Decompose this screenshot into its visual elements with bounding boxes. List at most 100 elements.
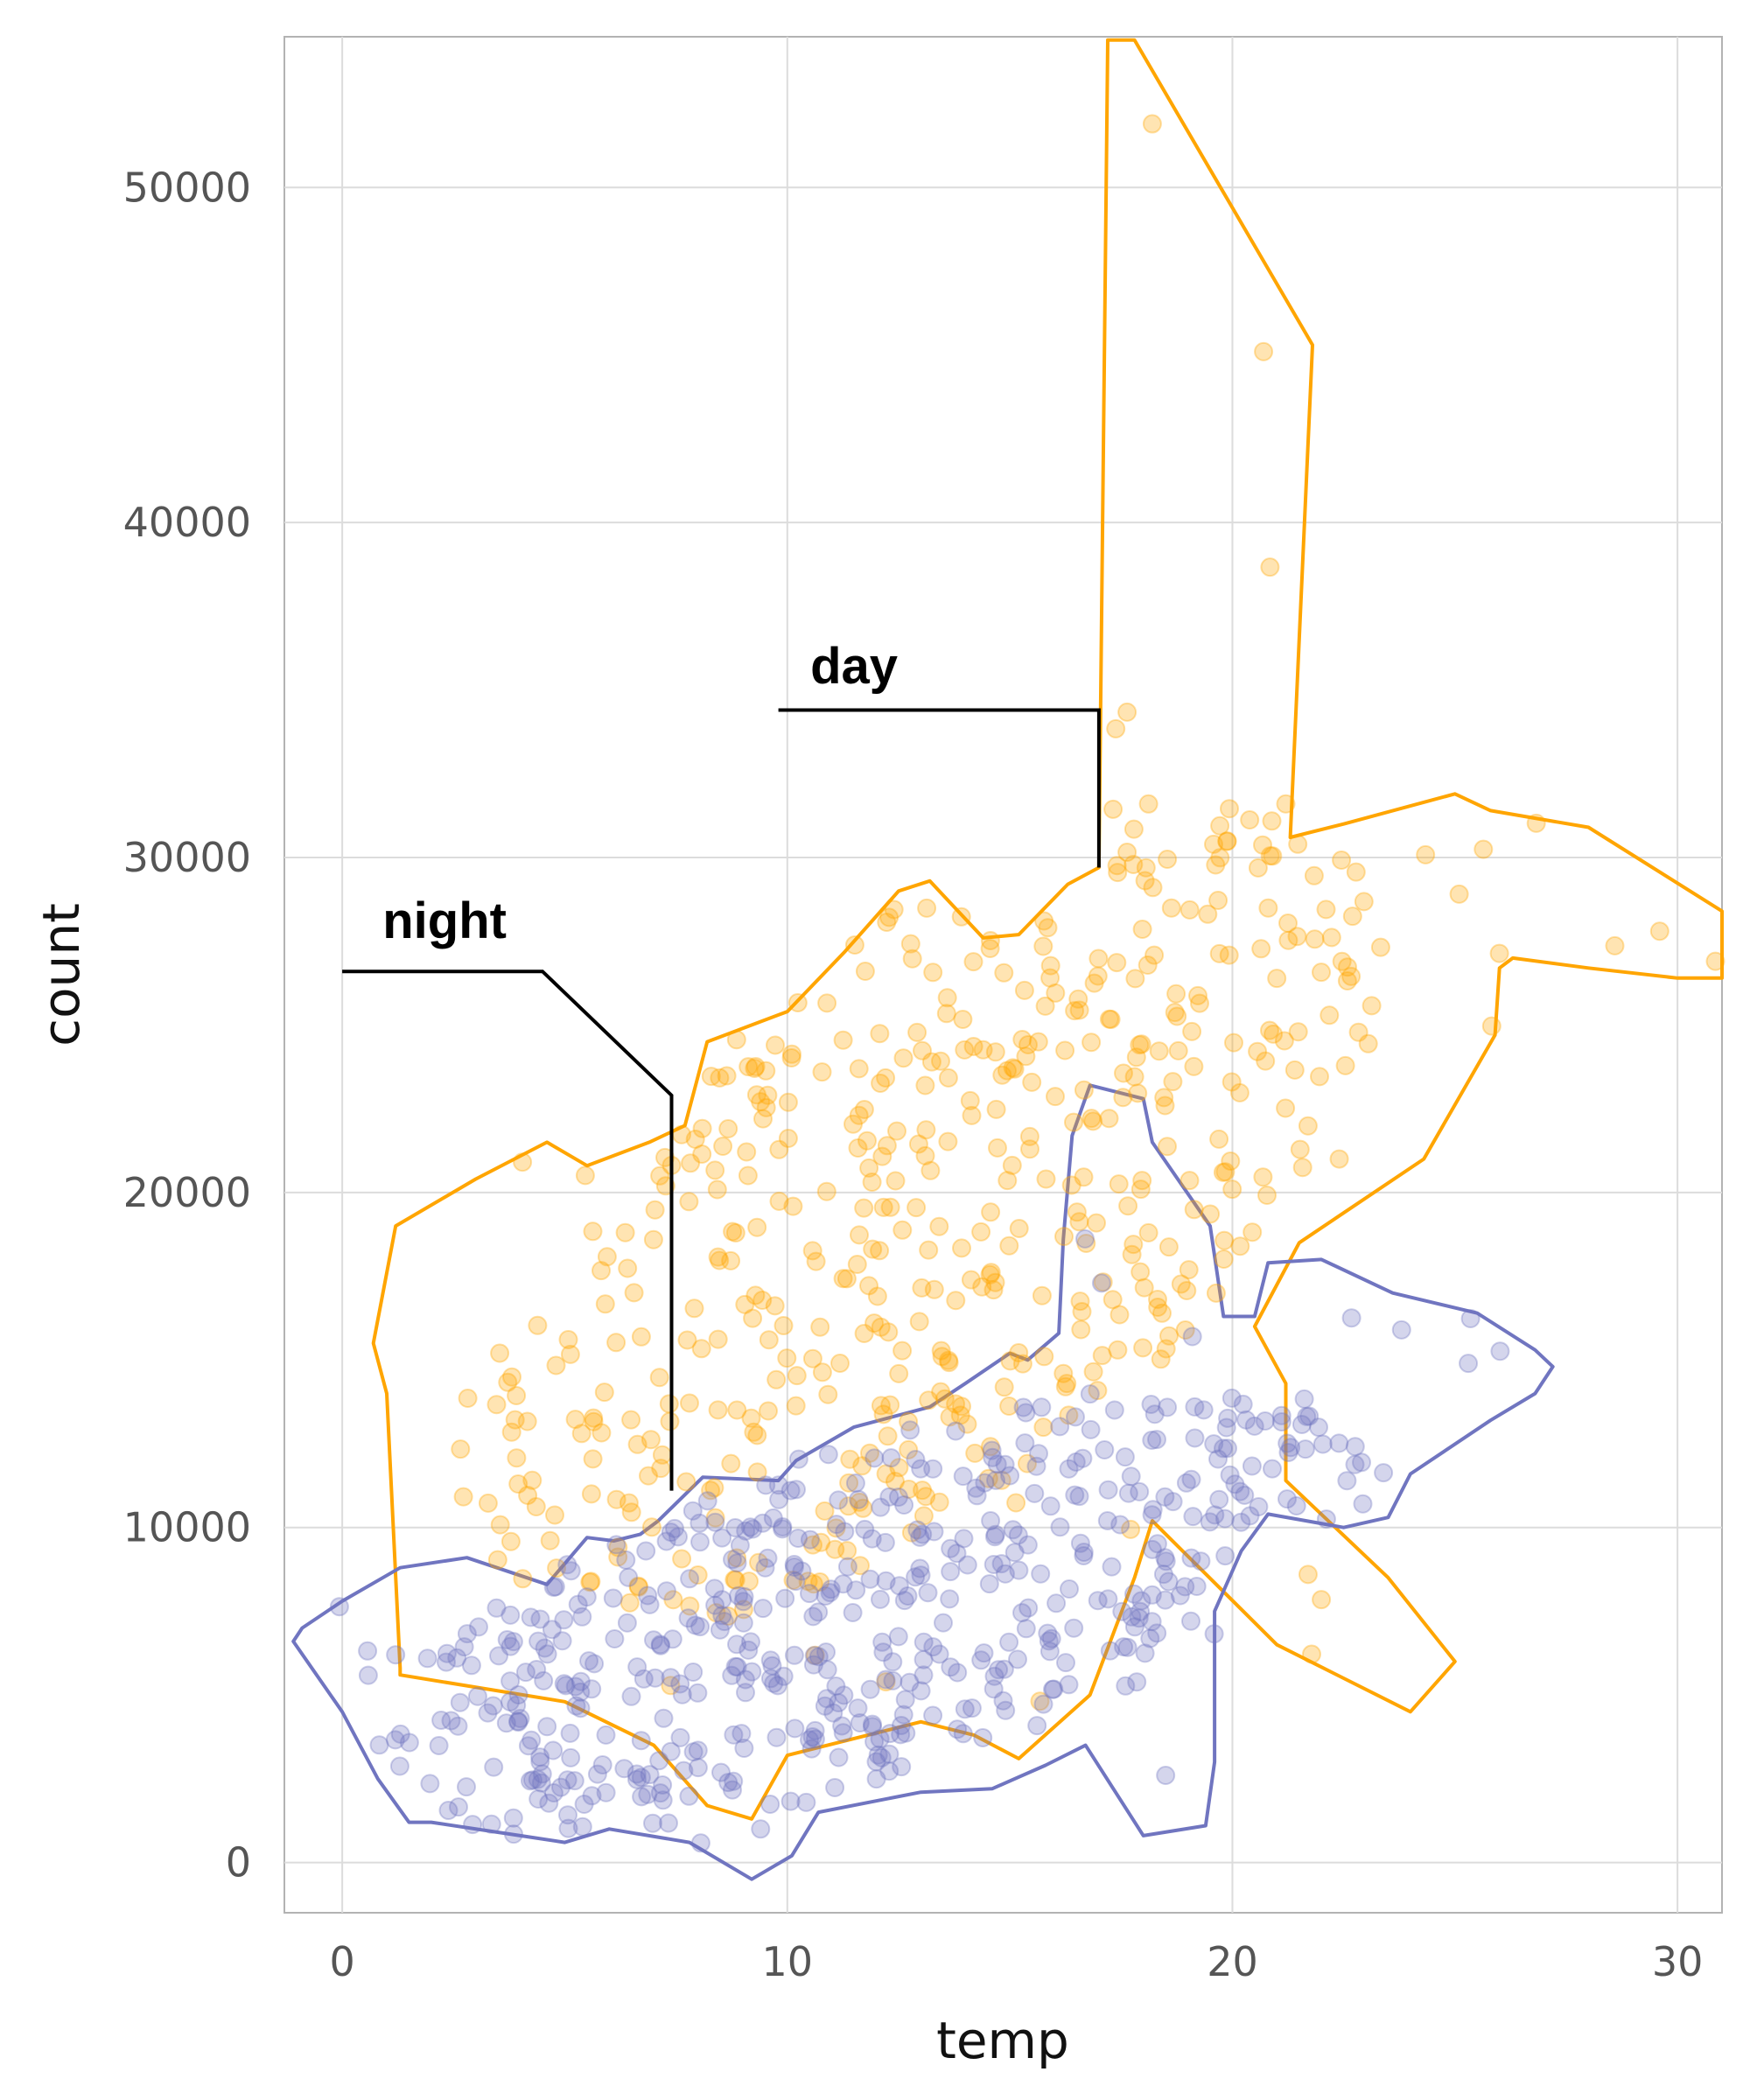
day-point xyxy=(1705,951,1726,971)
night-point xyxy=(1292,1415,1312,1434)
day-point xyxy=(854,1198,874,1218)
day-point xyxy=(1138,956,1158,975)
night-point xyxy=(683,1742,704,1762)
night-point xyxy=(758,1548,778,1568)
day-point xyxy=(913,1480,933,1501)
day-point xyxy=(1184,1056,1204,1076)
day-point xyxy=(1144,945,1165,965)
night-point xyxy=(892,1757,912,1777)
night-point xyxy=(1025,1483,1045,1503)
night-point xyxy=(760,1650,780,1670)
day-points xyxy=(451,114,1726,1712)
day-point xyxy=(980,1437,1000,1457)
day-point xyxy=(963,952,984,972)
day-point xyxy=(1069,1000,1089,1020)
day-point xyxy=(726,1030,746,1050)
day-point xyxy=(952,1396,971,1417)
night-point xyxy=(940,1589,960,1609)
night-point xyxy=(1299,1406,1320,1426)
night-point xyxy=(727,1553,747,1573)
day-point xyxy=(478,1493,498,1513)
day-point xyxy=(1036,1169,1056,1189)
night-point xyxy=(871,1497,891,1517)
day-point xyxy=(1093,1272,1113,1292)
day-point xyxy=(1290,1139,1310,1159)
day-point xyxy=(1264,1024,1284,1044)
day-point xyxy=(1000,1351,1020,1371)
day-point xyxy=(1068,989,1088,1009)
night-point xyxy=(1220,1465,1240,1485)
night-hull xyxy=(291,1083,1555,1881)
night-point xyxy=(450,1692,470,1712)
night-point xyxy=(1222,1388,1242,1408)
night-point xyxy=(891,1725,911,1745)
night-point xyxy=(788,1529,808,1548)
day-point xyxy=(1003,1058,1023,1078)
day-point xyxy=(745,1059,765,1078)
night-point xyxy=(1459,1354,1479,1374)
day-point xyxy=(688,1565,708,1585)
day-point xyxy=(723,1222,743,1242)
night-point xyxy=(872,1632,892,1652)
day-point xyxy=(606,1333,626,1353)
night-point xyxy=(1127,1672,1147,1692)
night-point xyxy=(870,1729,890,1749)
day-point xyxy=(950,1405,970,1425)
night-point xyxy=(941,1657,961,1677)
night-point xyxy=(888,1627,908,1647)
day-point xyxy=(663,1590,683,1610)
night-point xyxy=(1186,1577,1207,1596)
night-point xyxy=(948,1662,968,1683)
night-point xyxy=(848,1698,868,1718)
night-point xyxy=(1060,1579,1079,1599)
night-point xyxy=(866,1769,886,1789)
night-point xyxy=(1175,1577,1195,1597)
day-point xyxy=(1117,843,1138,862)
day-leader-line xyxy=(778,708,1101,868)
night-point xyxy=(558,1805,578,1825)
night-point xyxy=(358,1665,378,1685)
day-point xyxy=(1274,1031,1294,1051)
day-point xyxy=(1208,891,1228,910)
day-point xyxy=(749,1552,768,1572)
day-point xyxy=(1221,1152,1241,1171)
day-point xyxy=(1288,834,1308,854)
day-point xyxy=(1171,1274,1191,1294)
day-point xyxy=(786,1396,806,1416)
night-point xyxy=(1240,1506,1260,1526)
day-point xyxy=(655,1147,675,1167)
day-point xyxy=(837,1541,858,1561)
day-point xyxy=(902,948,922,969)
day-point xyxy=(1101,1010,1121,1029)
day-point xyxy=(706,1603,726,1623)
day-point xyxy=(909,1312,929,1332)
night-point xyxy=(989,1660,1009,1680)
day-point xyxy=(681,1153,701,1173)
day-point xyxy=(855,962,875,981)
night-point xyxy=(678,1608,698,1628)
night-point xyxy=(780,1791,801,1811)
day-point xyxy=(701,1480,721,1501)
night-point xyxy=(537,1644,557,1664)
day-point xyxy=(1474,839,1494,859)
day-point xyxy=(978,1468,998,1488)
day-point xyxy=(916,1487,936,1507)
day-point xyxy=(971,1222,991,1242)
day-point xyxy=(1076,1234,1096,1253)
night-point xyxy=(449,1797,468,1817)
x-tick-label: 10 xyxy=(762,1938,814,1985)
day-point xyxy=(1046,1087,1065,1107)
night-point xyxy=(521,1607,541,1628)
night-point xyxy=(934,1613,953,1633)
day-point xyxy=(1310,1067,1329,1087)
night-point xyxy=(500,1605,521,1625)
day-point xyxy=(739,1572,759,1592)
y-tick-label: 0 xyxy=(226,1839,251,1886)
day-point xyxy=(747,1217,767,1237)
night-point xyxy=(971,1650,991,1670)
night-point xyxy=(1297,1406,1317,1426)
day-point xyxy=(1092,1346,1112,1366)
night-point xyxy=(800,1530,820,1550)
day-point xyxy=(873,1404,893,1424)
